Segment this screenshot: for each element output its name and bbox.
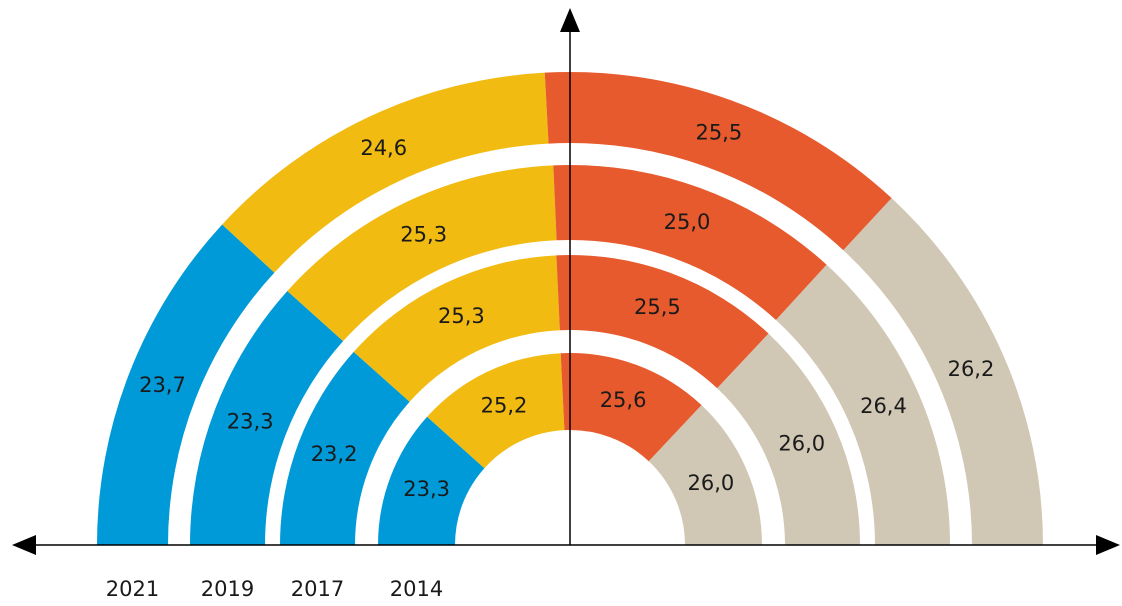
ring-segment <box>190 291 344 545</box>
ring-segment <box>544 72 892 251</box>
value-label: 25,5 <box>634 295 681 319</box>
ring-segment <box>775 264 950 545</box>
value-label: 26,0 <box>688 471 735 495</box>
ring-segment <box>280 351 410 545</box>
ring-segment <box>222 72 549 273</box>
ring-segment <box>717 333 860 545</box>
year-label: 2021 <box>106 577 159 601</box>
ring-segment <box>556 254 769 389</box>
axes <box>12 8 1120 555</box>
ring-segment <box>378 416 485 545</box>
year-label: 2014 <box>390 577 443 601</box>
value-label: 25,5 <box>695 121 742 145</box>
value-label: 23,2 <box>311 442 358 466</box>
ring-segment <box>560 353 702 462</box>
ring-segment <box>427 353 565 469</box>
ring-segment <box>287 165 557 342</box>
ring-segment <box>97 224 275 545</box>
value-label: 25,2 <box>481 393 528 417</box>
year-label: 2019 <box>201 577 254 601</box>
ring-segment <box>648 405 762 545</box>
value-label: 25,3 <box>438 304 485 328</box>
arrow-up <box>560 8 580 32</box>
ring-segment <box>843 198 1043 545</box>
value-label: 24,6 <box>360 136 407 160</box>
value-label: 26,2 <box>948 357 995 381</box>
ring-segment <box>553 164 827 321</box>
value-label: 25,3 <box>400 222 447 246</box>
value-label: 26,4 <box>860 394 907 418</box>
arrow-right <box>1096 535 1120 555</box>
value-label: 25,0 <box>664 210 711 234</box>
value-label: 23,7 <box>139 373 186 397</box>
value-label: 25,6 <box>600 388 647 412</box>
value-label: 23,3 <box>403 477 450 501</box>
value-label: 26,0 <box>778 432 825 456</box>
ring-segment <box>353 255 560 402</box>
arrow-left <box>12 535 36 555</box>
year-label: 2017 <box>291 577 344 601</box>
value-label: 23,3 <box>227 409 274 433</box>
